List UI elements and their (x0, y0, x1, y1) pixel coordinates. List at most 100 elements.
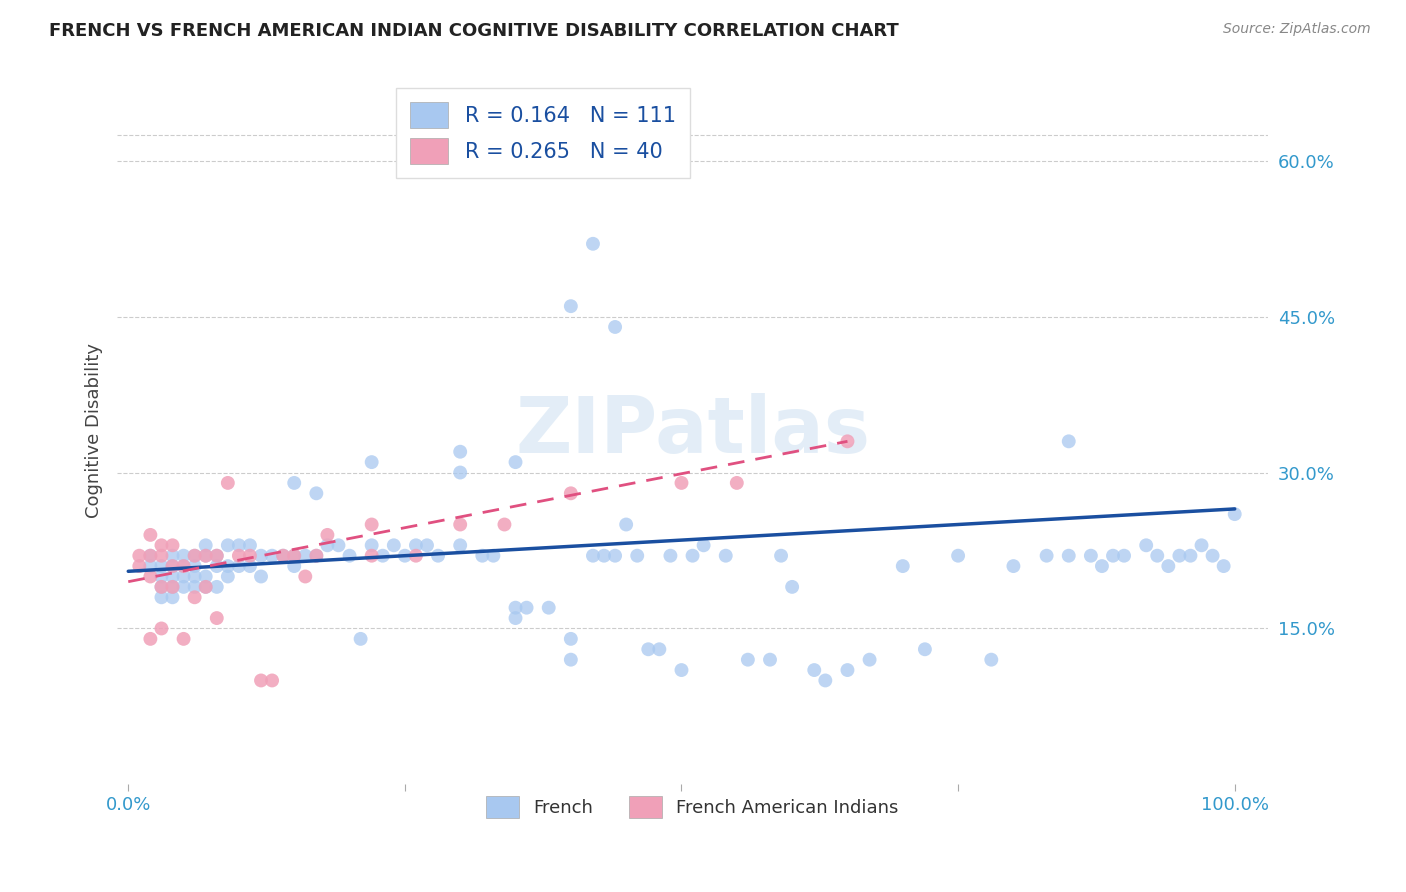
Point (305, 486, 328, 500)
Point (560, 653, 582, 667)
Point (150, 580, 173, 594)
Point (173, 559, 195, 574)
Point (128, 549, 150, 563)
Point (360, 549, 382, 563)
Point (360, 538, 382, 552)
Point (1002, 559, 1025, 574)
Point (449, 466, 471, 480)
Text: Source: ZipAtlas.com: Source: ZipAtlas.com (1223, 22, 1371, 37)
Point (659, 549, 682, 563)
Point (283, 475, 305, 490)
Point (139, 549, 162, 563)
Point (194, 569, 217, 583)
Point (150, 549, 173, 563)
Point (173, 569, 195, 583)
Point (770, 549, 793, 563)
Point (139, 528, 162, 542)
Point (316, 528, 339, 542)
Point (1146, 549, 1168, 563)
Point (328, 538, 350, 552)
Point (416, 538, 439, 552)
Point (205, 611, 228, 625)
Point (217, 559, 239, 574)
Point (283, 549, 305, 563)
Point (360, 517, 382, 532)
Point (1057, 549, 1080, 563)
Point (482, 549, 505, 563)
Legend: French, French American Indians: French, French American Indians (479, 789, 905, 825)
Point (162, 538, 184, 552)
Point (205, 580, 228, 594)
Point (271, 549, 294, 563)
Point (648, 642, 671, 657)
Point (150, 591, 173, 605)
Point (262, 549, 284, 563)
Point (360, 455, 382, 469)
Point (162, 559, 184, 574)
Point (183, 549, 205, 563)
Point (173, 580, 195, 594)
Point (162, 569, 184, 583)
Point (516, 600, 538, 615)
Point (814, 673, 837, 688)
Point (946, 549, 969, 563)
Point (582, 236, 605, 251)
Point (150, 622, 173, 636)
Point (725, 475, 748, 490)
Point (603, 549, 626, 563)
Point (205, 559, 228, 574)
Point (262, 673, 284, 688)
Point (271, 549, 294, 563)
Point (1135, 538, 1157, 552)
Point (183, 559, 205, 574)
Point (637, 642, 659, 657)
Point (505, 611, 527, 625)
Point (150, 580, 173, 594)
Point (837, 434, 859, 449)
Point (427, 549, 450, 563)
Point (780, 580, 803, 594)
Point (183, 549, 205, 563)
Point (217, 569, 239, 583)
Point (194, 580, 217, 594)
Point (1223, 507, 1246, 521)
Point (837, 663, 859, 677)
Point (305, 549, 328, 563)
Point (162, 580, 184, 594)
Point (173, 632, 195, 646)
Point (283, 549, 305, 563)
Point (194, 580, 217, 594)
Point (737, 653, 759, 667)
Point (449, 444, 471, 458)
Point (914, 642, 936, 657)
Point (394, 549, 416, 563)
Point (228, 549, 250, 563)
Point (294, 549, 316, 563)
Text: ZIPatlas: ZIPatlas (515, 393, 870, 469)
Point (139, 569, 162, 583)
Point (1157, 559, 1180, 574)
Point (305, 549, 328, 563)
Point (1168, 549, 1191, 563)
Point (405, 538, 427, 552)
Point (217, 475, 239, 490)
Point (537, 600, 560, 615)
Point (714, 549, 737, 563)
Y-axis label: Cognitive Disability: Cognitive Disability (86, 343, 103, 518)
Point (250, 549, 273, 563)
Point (1201, 549, 1223, 563)
Point (162, 591, 184, 605)
Point (283, 559, 305, 574)
Point (891, 559, 914, 574)
Point (449, 538, 471, 552)
Point (759, 653, 782, 667)
Point (183, 591, 205, 605)
Point (183, 569, 205, 583)
Point (614, 517, 637, 532)
Point (316, 538, 339, 552)
Point (205, 549, 228, 563)
Point (228, 538, 250, 552)
Point (1102, 549, 1125, 563)
Point (173, 559, 195, 574)
Point (858, 653, 880, 667)
